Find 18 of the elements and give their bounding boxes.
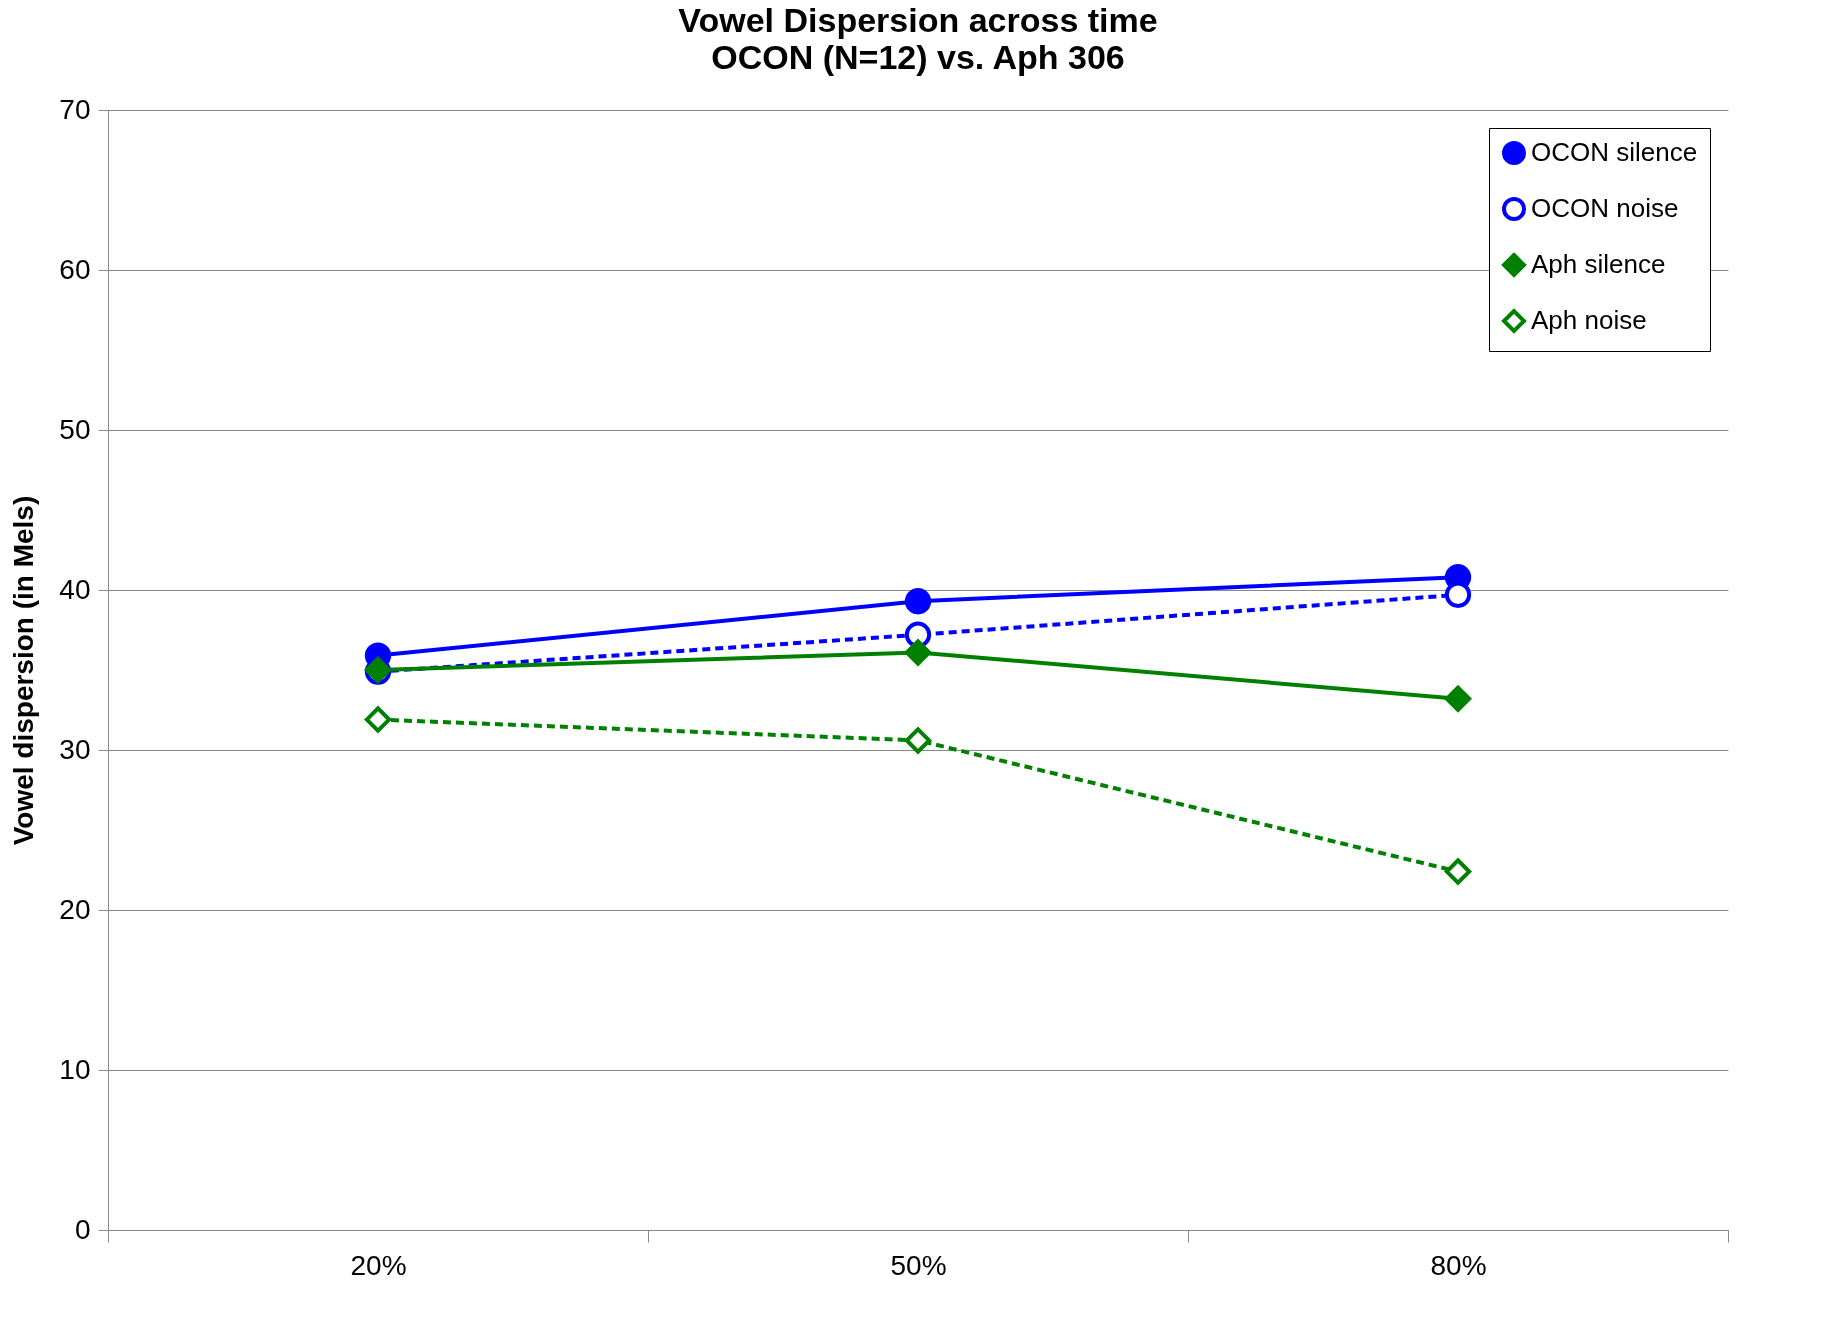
y-tick-label: 50 <box>59 413 91 445</box>
y-tick-label: 70 <box>59 93 91 125</box>
legend-label: OCON noise <box>1531 193 1679 223</box>
y-tick-label: 10 <box>59 1053 91 1085</box>
y-tick-label: 40 <box>59 573 91 605</box>
legend-label: Aph silence <box>1531 249 1666 279</box>
legend-label: Aph noise <box>1531 305 1647 335</box>
x-tick-label: 20% <box>350 1249 407 1281</box>
y-tick-label: 60 <box>59 253 91 285</box>
y-tick-label: 30 <box>59 733 91 765</box>
y-axis-title: Vowel dispersion (in Mels) <box>8 495 40 846</box>
chart-subtitle: OCON (N=12) vs. Aph 306 <box>711 38 1125 76</box>
y-tick-label: 20 <box>59 893 91 925</box>
y-tick-label: 0 <box>74 1213 91 1245</box>
x-tick-label: 80% <box>1430 1249 1487 1281</box>
x-tick-label: 50% <box>890 1249 947 1281</box>
chart-title: Vowel Dispersion across time <box>678 1 1158 39</box>
legend-label: OCON silence <box>1531 137 1698 167</box>
